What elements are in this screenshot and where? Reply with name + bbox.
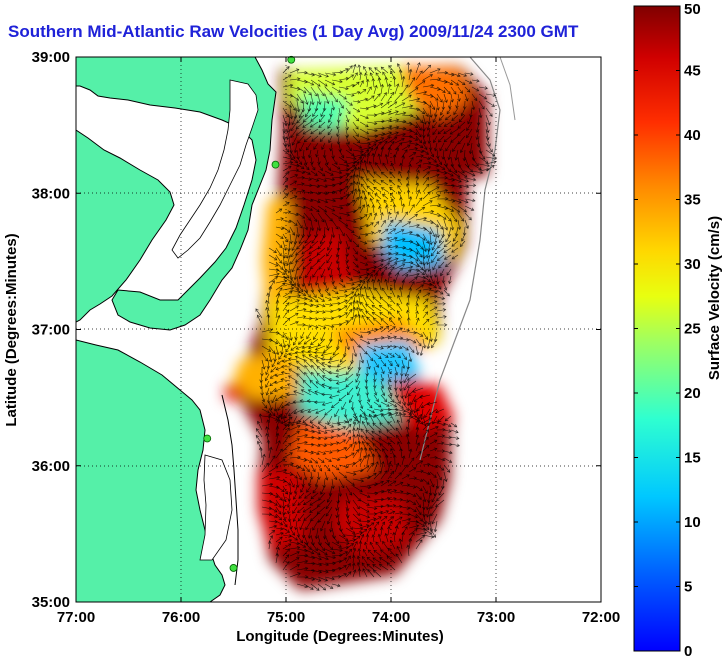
shelf-contour-2	[499, 57, 516, 121]
colorbar-tick-label: 50	[684, 1, 701, 18]
x-tick-label: 77:00	[57, 609, 95, 626]
x-tick-label: 74:00	[372, 609, 410, 626]
station-marker	[229, 564, 238, 572]
colorbar-tick-label: 35	[684, 192, 701, 209]
y-tick-label: 39:00	[32, 49, 70, 66]
grid-lines	[76, 57, 601, 602]
y-tick-label: 36:00	[32, 458, 70, 475]
radar-stations	[203, 55, 296, 572]
y-axis-ticks: 39:00 38:00 37:00 36:00 35:00	[32, 49, 601, 611]
colorbar	[633, 5, 681, 652]
colorbar-tick-label: 15	[684, 450, 701, 467]
pamlico-sound	[199, 454, 233, 561]
colorbar-tick-label: 0	[684, 643, 692, 659]
colorbar-tick-label: 5	[684, 579, 692, 596]
figure-title: Southern Mid-Atlantic Raw Velocities (1 …	[8, 22, 579, 41]
y-tick-label: 37:00	[32, 322, 70, 339]
land-mass	[76, 57, 277, 602]
station-marker	[287, 55, 296, 64]
colorbar-tick-label: 45	[684, 63, 701, 80]
colorbar-tick-label: 10	[684, 514, 701, 531]
colorbar-label: Surface Velocity (cm/s)	[706, 216, 723, 380]
x-axis-label: Longitude (Degrees:Minutes)	[236, 628, 444, 645]
x-tick-label: 73:00	[477, 609, 515, 626]
x-tick-label: 75:00	[267, 609, 305, 626]
y-tick-label: 35:00	[32, 594, 70, 611]
outer-banks	[221, 394, 239, 586]
shelf-contour	[419, 57, 501, 461]
x-tick-label: 72:00	[582, 609, 620, 626]
colorbar-ticks: 0 5 10 15 20 25 30 35 40 45 50	[634, 1, 701, 659]
station-marker	[203, 434, 212, 443]
colorbar-tick-label: 40	[684, 127, 701, 144]
chesapeake-bay	[171, 79, 259, 259]
x-axis-ticks: 77:00 76:00 75:00 74:00 73:00 72:00	[57, 57, 620, 626]
x-tick-label: 76:00	[162, 609, 200, 626]
y-axis-label: Latitude (Degrees:Minutes)	[3, 233, 20, 426]
colorbar-tick-label: 30	[684, 256, 701, 273]
y-tick-label: 38:00	[32, 185, 70, 202]
station-marker	[271, 160, 280, 169]
colorbar-tick-label: 25	[684, 321, 701, 338]
colorbar-tick-label: 20	[684, 385, 701, 402]
